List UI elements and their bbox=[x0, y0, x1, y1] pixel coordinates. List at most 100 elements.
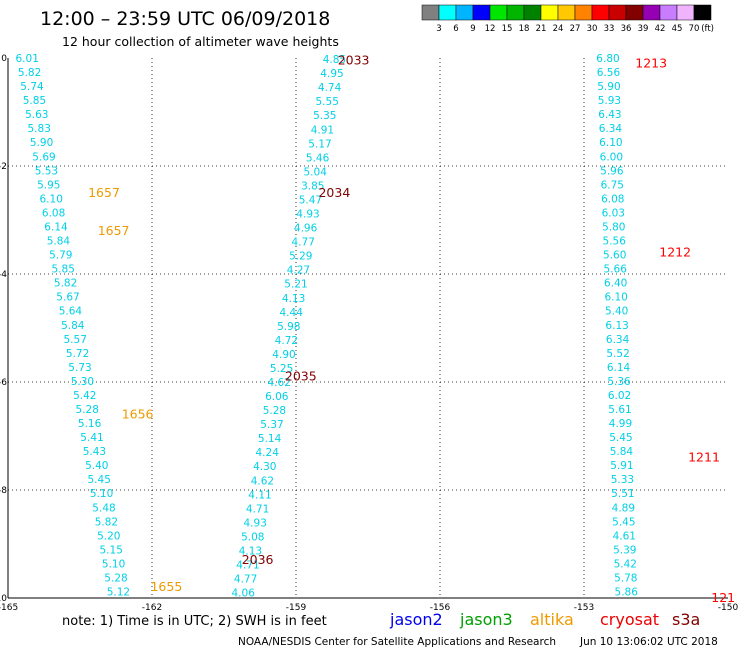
colorbar-swatch bbox=[659, 4, 678, 21]
colorbar-swatch bbox=[574, 4, 593, 21]
swh-value: 5.80 bbox=[602, 221, 625, 233]
pass-time-label: 1657 bbox=[98, 223, 130, 238]
swh-value: 5.55 bbox=[316, 96, 339, 108]
colorbar-swatch bbox=[421, 4, 440, 21]
swh-value: 4.99 bbox=[609, 418, 632, 430]
swh-value: 4.77 bbox=[292, 237, 315, 249]
swh-value: 6.03 bbox=[602, 207, 625, 219]
colorbar-swatch bbox=[540, 4, 559, 21]
colorbar-swatch bbox=[676, 4, 695, 21]
plot-grid bbox=[8, 58, 728, 598]
swh-value: 4.89 bbox=[612, 502, 635, 514]
swh-value: 5.91 bbox=[610, 460, 633, 472]
x-tick-label: -153 bbox=[574, 603, 594, 613]
swh-value: 6.13 bbox=[605, 320, 628, 332]
swh-value: 5.42 bbox=[614, 558, 637, 570]
pass-time-label: 2033 bbox=[338, 53, 370, 68]
satellite-legend-jason3: jason3 bbox=[459, 610, 513, 629]
swh-value: 5.67 bbox=[56, 292, 79, 304]
colorbar-label: 36 bbox=[621, 24, 632, 34]
colorbar-label: 42 bbox=[655, 24, 666, 34]
swh-value: 4.71 bbox=[236, 560, 259, 572]
swh-value: 5.25 bbox=[270, 363, 293, 375]
swh-value: 4.24 bbox=[256, 447, 280, 459]
swh-value: 5.85 bbox=[52, 264, 75, 276]
swh-value: 5.53 bbox=[35, 165, 58, 177]
swh-value: 5.39 bbox=[613, 544, 636, 556]
swh-value: 5.93 bbox=[598, 95, 621, 107]
colorbar-label: 27 bbox=[570, 24, 581, 34]
swh-value: 5.46 bbox=[306, 152, 330, 164]
swh-value: 4.27 bbox=[287, 265, 310, 277]
colorbar-label: 12 bbox=[485, 24, 496, 34]
swh-value: 5.36 bbox=[607, 376, 631, 388]
swh-value: 5.40 bbox=[605, 306, 628, 318]
colorbar-label: 39 bbox=[638, 24, 649, 34]
colorbar-swatch bbox=[455, 4, 474, 21]
swh-value: 5.98 bbox=[277, 321, 300, 333]
swh-value: 5.33 bbox=[611, 474, 634, 486]
swh-value: 5.61 bbox=[608, 404, 631, 416]
swh-value: 6.75 bbox=[601, 179, 624, 191]
pass-time-label: 121 bbox=[711, 590, 735, 605]
pass-time-label: 2034 bbox=[318, 185, 350, 200]
y-tick-label: -6 bbox=[0, 378, 7, 388]
swh-value: 6.43 bbox=[598, 109, 621, 121]
swh-value: 5.16 bbox=[78, 418, 102, 430]
swh-value: 4.71 bbox=[246, 503, 269, 515]
swh-value: 6.34 bbox=[599, 123, 623, 135]
satellite-legend-s3a: s3a bbox=[672, 610, 700, 629]
swh-value: 5.84 bbox=[47, 236, 71, 248]
swh-value: 5.64 bbox=[59, 306, 83, 318]
swh-value: 5.17 bbox=[308, 138, 331, 150]
chart-title: 12:00 – 23:59 UTC 06/09/2018 bbox=[40, 8, 330, 30]
swh-value: 4.93 bbox=[244, 517, 267, 529]
swh-value: 5.69 bbox=[32, 151, 55, 163]
swh-value: 6.06 bbox=[265, 391, 289, 403]
swh-value: 3.85 bbox=[301, 180, 324, 192]
x-tick-label: -162 bbox=[142, 603, 162, 613]
colorbar-swatch bbox=[557, 4, 576, 21]
swh-value: 5.83 bbox=[28, 123, 51, 135]
colorbar-label: 70 bbox=[689, 24, 700, 34]
x-tick-label: -165 bbox=[0, 603, 18, 613]
swh-value: 5.42 bbox=[73, 390, 96, 402]
swh-value: 4.72 bbox=[275, 335, 298, 347]
swh-value: 5.57 bbox=[64, 334, 87, 346]
swh-value: 5.45 bbox=[609, 432, 632, 444]
swh-value: 6.00 bbox=[600, 151, 623, 163]
x-tick-label: -156 bbox=[430, 603, 451, 613]
colorbar-label: 24 bbox=[553, 24, 564, 34]
colorbar-swatch bbox=[591, 4, 610, 21]
swh-value: 4.44 bbox=[280, 307, 304, 319]
swh-value: 5.51 bbox=[611, 488, 634, 500]
swh-value: 5.63 bbox=[25, 109, 48, 121]
swh-value: 5.37 bbox=[260, 419, 283, 431]
satellite-legend: jason2 jason3 altika cryosat s3a bbox=[389, 610, 700, 629]
x-tick-label: -150 bbox=[718, 603, 739, 613]
colorbar-label: 9 bbox=[470, 24, 475, 34]
units-note: note: 1) Time is in UTC; 2) SWH is in fe… bbox=[62, 614, 327, 629]
colorbar-swatch bbox=[642, 4, 661, 21]
swh-value: 5.82 bbox=[95, 516, 118, 528]
swh-value: 5.95 bbox=[37, 179, 60, 191]
colorbar-swatch bbox=[625, 4, 644, 21]
swh-value: 5.45 bbox=[88, 474, 111, 486]
swh-value: 5.15 bbox=[100, 544, 123, 556]
colorbar-label: 33 bbox=[604, 24, 615, 34]
colorbar-swatch bbox=[693, 4, 712, 21]
swh-value: 5.86 bbox=[615, 587, 639, 599]
swh-value: 4.61 bbox=[613, 530, 636, 542]
swh-value: 5.40 bbox=[85, 460, 108, 472]
timestamp-text: Jun 10 13:06:02 UTC 2018 bbox=[579, 636, 718, 648]
swh-value: 5.82 bbox=[54, 278, 77, 290]
swh-value: 5.08 bbox=[241, 531, 264, 543]
colorbar-label: 45 bbox=[672, 24, 683, 34]
swh-value: 5.35 bbox=[313, 110, 336, 122]
swh-value: 5.14 bbox=[258, 433, 282, 445]
y-tick-label: -4 bbox=[0, 270, 7, 280]
swh-value: 6.14 bbox=[44, 221, 68, 233]
colorbar-swatch bbox=[523, 4, 542, 21]
colorbar-label: 6 bbox=[453, 24, 458, 34]
